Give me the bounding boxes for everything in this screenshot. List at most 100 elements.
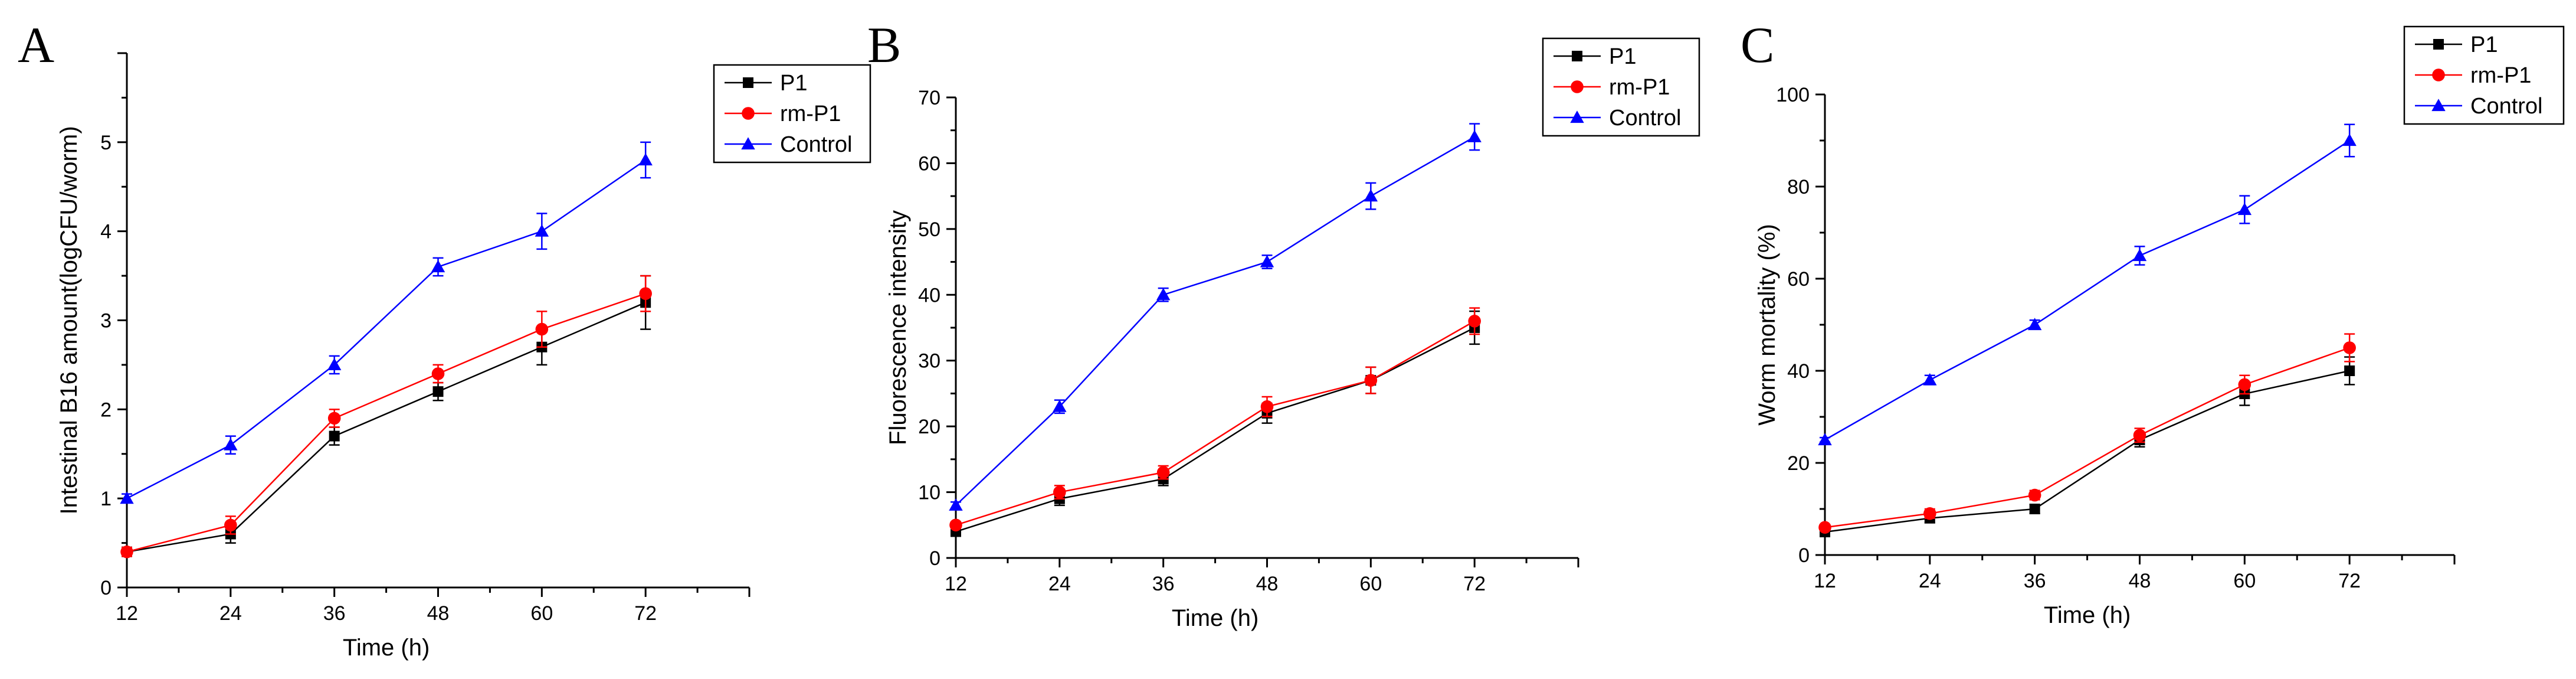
data-point [327, 358, 342, 370]
legend-marker [742, 107, 755, 120]
y-tick-label: 1 [100, 488, 112, 510]
legend-label: rm-P1 [2470, 63, 2531, 88]
series-line [1824, 139, 2350, 441]
x-tick-label: 60 [1359, 573, 1382, 595]
x-tick-label: 48 [1256, 573, 1279, 595]
data-point [431, 367, 445, 380]
data-point [2237, 203, 2252, 216]
legend-marker [743, 77, 753, 88]
legend-label: P1 [2470, 32, 2498, 57]
series-line [1824, 370, 2350, 533]
y-tick-label: 4 [100, 221, 112, 243]
y-tick-label: 30 [918, 350, 940, 373]
data-point [1923, 507, 1936, 520]
legend: P1 rm-P1 Control [713, 64, 871, 164]
series-rm-p1 [949, 307, 1481, 532]
y-axis-title: Intestinal B16 amount(logCFU/worm) [56, 126, 82, 514]
data-point [120, 491, 134, 504]
data-point [432, 386, 444, 397]
x-tick-label: 36 [323, 602, 346, 625]
legend-marker [1572, 51, 1582, 61]
x-tick-label: 72 [634, 602, 657, 625]
data-point [1156, 288, 1171, 301]
y-tick-label: 20 [918, 416, 940, 438]
legend-marker [2432, 68, 2445, 81]
panel-letter: B [867, 17, 901, 73]
x-tick-label: 24 [1048, 573, 1071, 595]
data-point [2028, 488, 2041, 502]
data-point [2343, 341, 2356, 354]
y-tick-label: 50 [918, 218, 940, 241]
x-tick-label: 36 [2024, 570, 2046, 592]
x-tick-label: 36 [1152, 573, 1175, 595]
series-line [126, 159, 646, 500]
legend-label: rm-P1 [780, 102, 841, 126]
legend: P1 rm-P1 Control [1542, 37, 1700, 137]
series-line [955, 327, 1475, 533]
legend: P1 rm-P1 Control [2403, 25, 2565, 125]
y-tick-label: 0 [1798, 544, 1810, 567]
data-point [2132, 249, 2147, 262]
panel-letter: C [1741, 17, 1774, 73]
x-tick-label: 72 [2338, 570, 2361, 592]
series-p1 [122, 275, 651, 557]
data-point [2342, 133, 2357, 146]
series-rm-p1 [120, 275, 652, 559]
data-point [2344, 365, 2355, 376]
data-point [1818, 521, 1831, 534]
series-p1 [1820, 356, 2355, 537]
series-p1 [951, 310, 1480, 537]
data-point [1468, 315, 1481, 328]
x-tick-label: 72 [1463, 573, 1486, 595]
data-point [2133, 429, 2146, 442]
data-point [224, 518, 237, 532]
y-tick-label: 40 [918, 284, 940, 306]
y-axis-title: Fluorescence intensity [885, 210, 911, 445]
x-tick-label: 48 [427, 602, 450, 625]
legend-label: Control [1609, 106, 1682, 130]
data-point [1053, 399, 1067, 412]
legend-marker [1570, 110, 1584, 123]
x-tick-label: 60 [530, 602, 553, 625]
data-point [431, 260, 445, 273]
data-point [535, 224, 549, 237]
x-tick-label: 12 [1814, 570, 1836, 592]
panel-b: B 12 24 36 48 60 72 0 10 20 30 40 50 60 70 Time (h) Fluo… [867, 17, 1700, 631]
y-tick-label: 100 [1776, 84, 1810, 106]
series-line [1824, 347, 2350, 528]
data-point [2238, 378, 2251, 391]
x-axis-title: Time (h) [343, 635, 430, 661]
legend-marker [2431, 99, 2446, 112]
x-axis-title: Time (h) [2044, 602, 2131, 628]
series-control [949, 123, 1482, 511]
x-axis-title: Time (h) [1172, 605, 1258, 631]
data-point [638, 153, 653, 166]
data-point [1923, 373, 1937, 386]
legend-marker [2433, 39, 2444, 50]
data-point [949, 498, 963, 511]
y-tick-label: 3 [100, 310, 112, 332]
y-tick-label: 70 [918, 87, 940, 109]
panel-c: C 12 24 36 48 60 72 0 20 40 60 80 100 Time (h) Worm mo… [1741, 17, 2565, 628]
data-point [120, 545, 133, 559]
data-point [1818, 433, 1832, 446]
y-tick-label: 60 [918, 152, 940, 175]
data-point [535, 322, 549, 336]
x-tick-label: 24 [219, 602, 242, 625]
y-tick-label: 2 [100, 399, 112, 421]
y-tick-label: 80 [1787, 176, 1810, 198]
legend-label: P1 [1609, 44, 1636, 69]
legend-label: Control [780, 132, 853, 157]
y-tick-label: 5 [100, 132, 112, 154]
x-tick-label: 12 [945, 573, 967, 595]
y-tick-label: 10 [918, 482, 940, 504]
data-point [1156, 466, 1170, 479]
data-point [949, 518, 962, 532]
data-point [1467, 130, 1482, 142]
x-tick-label: 48 [2129, 570, 2151, 592]
series-line [955, 136, 1475, 506]
data-point [224, 438, 238, 451]
legend-label: P1 [780, 71, 807, 96]
